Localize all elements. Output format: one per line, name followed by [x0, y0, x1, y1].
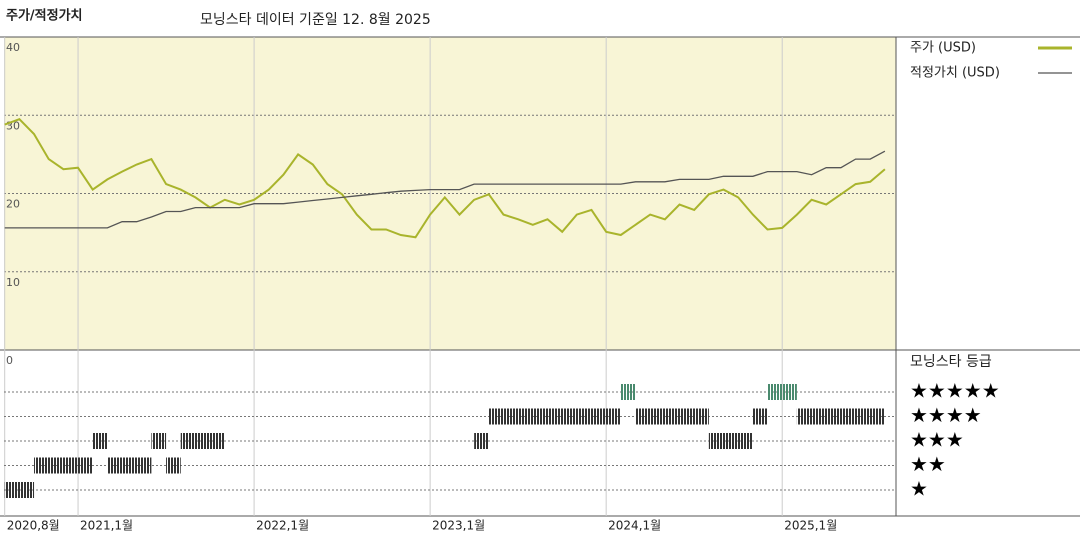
- y-tick-label: 0: [6, 354, 13, 367]
- rating-level-label: ★★★: [910, 428, 964, 452]
- x-tick-label: 2024,1월: [608, 519, 661, 533]
- x-tick-label: 2021,1월: [80, 519, 133, 533]
- y-tick-label: 40: [6, 41, 20, 54]
- x-tick-label: 2020,8월: [7, 519, 60, 533]
- rating-bar: [92, 433, 108, 449]
- x-tick-label: 2022,1월: [256, 519, 309, 533]
- rating-bar: [635, 408, 709, 425]
- rating-bar: [474, 433, 489, 449]
- rating-bar: [180, 433, 225, 449]
- series-line: [4, 118, 886, 239]
- rating-bar: [488, 408, 621, 425]
- rating-bar: [107, 457, 152, 474]
- rating-bar: [34, 457, 93, 474]
- chart-subtitle: 모닝스타 데이터 기준일 12. 8월 2025: [200, 12, 431, 28]
- rating-level-label: ★★★★★: [910, 379, 1000, 403]
- series-line: [4, 150, 886, 229]
- rating-bar: [620, 384, 636, 400]
- rating-level-label: ★★: [910, 452, 946, 476]
- x-tick-label: 2023,1월: [432, 519, 485, 533]
- rating-bar: [708, 433, 753, 449]
- rating-level-label: ★: [910, 477, 928, 501]
- rating-bar: [752, 408, 768, 425]
- chart-title: 주가/적정가치: [6, 8, 83, 24]
- legend-label: 주가 (USD): [910, 41, 976, 56]
- rating-bar: [151, 433, 167, 449]
- y-tick-label: 10: [6, 276, 20, 289]
- y-tick-label: 20: [6, 198, 20, 211]
- legend-label: 적정가치 (USD): [910, 66, 1000, 81]
- rating-bar: [796, 408, 885, 425]
- rating-level-label: ★★★★: [910, 403, 982, 427]
- rating-bar: [767, 384, 797, 400]
- rating-title: 모닝스타 등급: [910, 354, 992, 370]
- rating-bar: [4, 482, 35, 498]
- rating-bar: [166, 457, 181, 474]
- x-tick-label: 2025,1월: [784, 519, 837, 533]
